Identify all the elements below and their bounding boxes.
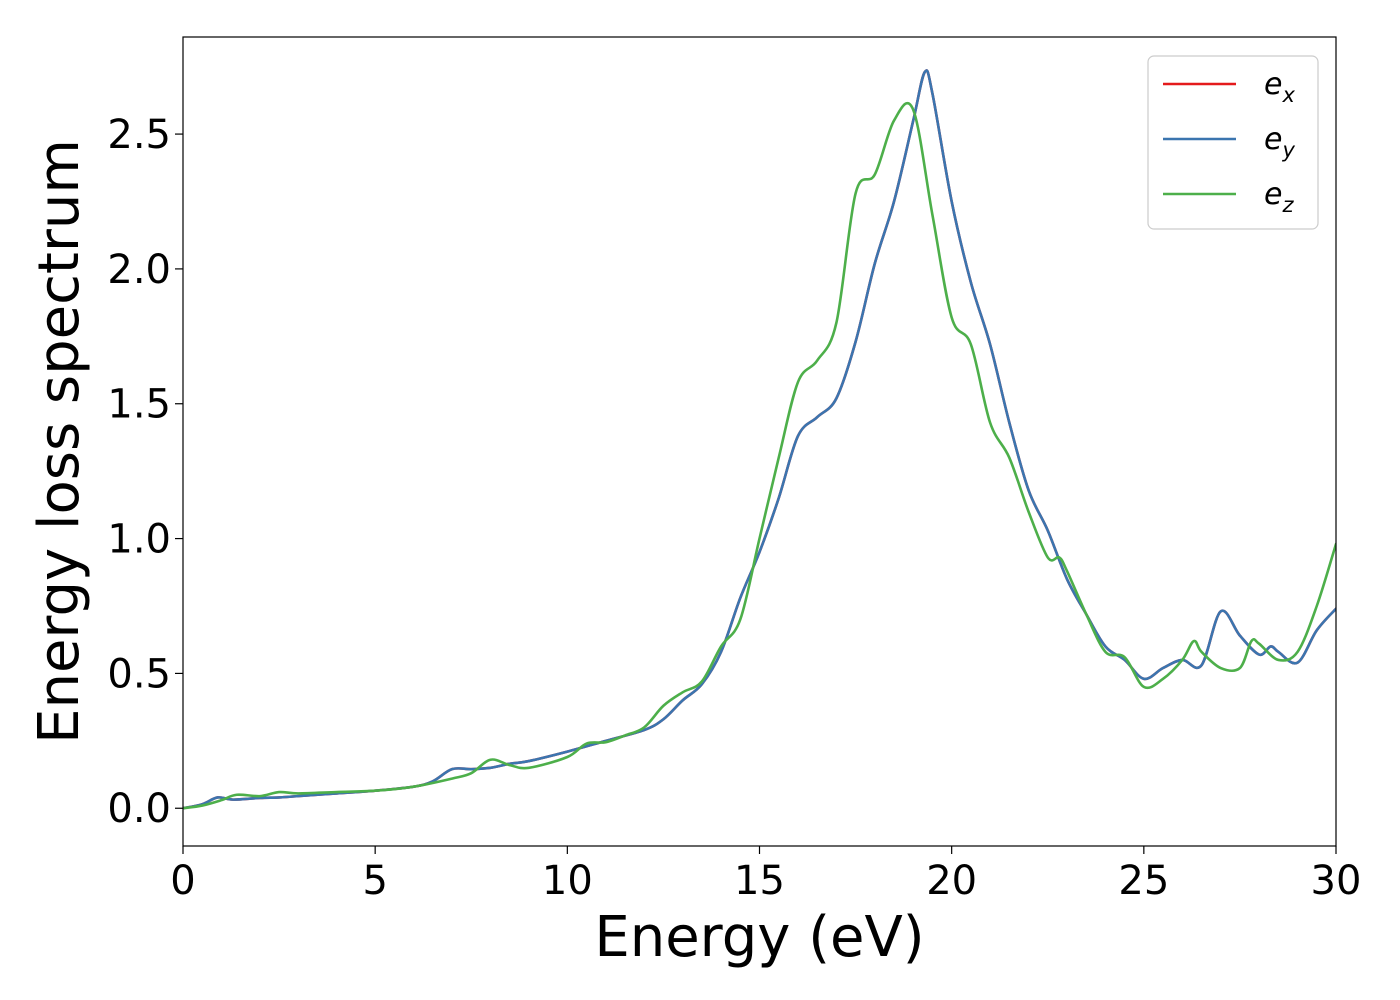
x-tick-label: 5 xyxy=(362,858,387,904)
y-axis-label: Energy loss spectrum xyxy=(27,139,92,744)
legend-label-x: ex xyxy=(1264,67,1295,107)
y-tick-label: 1.0 xyxy=(107,517,171,563)
x-tick-label: 20 xyxy=(926,858,977,904)
x-tick-label: 10 xyxy=(542,858,593,904)
legend-label-z: ez xyxy=(1264,177,1294,217)
series-line-e-z xyxy=(183,102,1336,810)
y-tick-label: 2.5 xyxy=(107,112,171,158)
x-tick-label: 30 xyxy=(1311,858,1362,904)
legend-label-subscript: z xyxy=(1281,193,1294,217)
x-tick-label: 0 xyxy=(170,858,195,904)
series-layer xyxy=(183,69,1336,810)
y-tick-label: 0.0 xyxy=(107,786,171,832)
legend-label-subscript: x xyxy=(1281,83,1295,107)
legend-box xyxy=(1147,55,1319,230)
legend-label-base: e xyxy=(1264,67,1282,102)
x-axis-label: Energy (eV) xyxy=(594,905,924,970)
legend-label-base: e xyxy=(1264,177,1282,212)
y-tick-label: 1.5 xyxy=(107,382,171,428)
legend-label-y: ey xyxy=(1264,122,1295,162)
x-tick-label: 25 xyxy=(1118,858,1169,904)
y-tick-label: 2.0 xyxy=(107,247,171,293)
legend-label-base: e xyxy=(1264,122,1282,157)
x-axis-ticks: 0 5 10 15 20 25 30 xyxy=(170,846,1361,904)
x-tick-label: 15 xyxy=(734,858,785,904)
legend-label-subscript: y xyxy=(1281,138,1295,162)
y-axis-ticks: 0.0 0.5 1.0 1.5 2.0 2.5 xyxy=(107,112,183,832)
y-tick-label: 0.5 xyxy=(107,651,171,697)
